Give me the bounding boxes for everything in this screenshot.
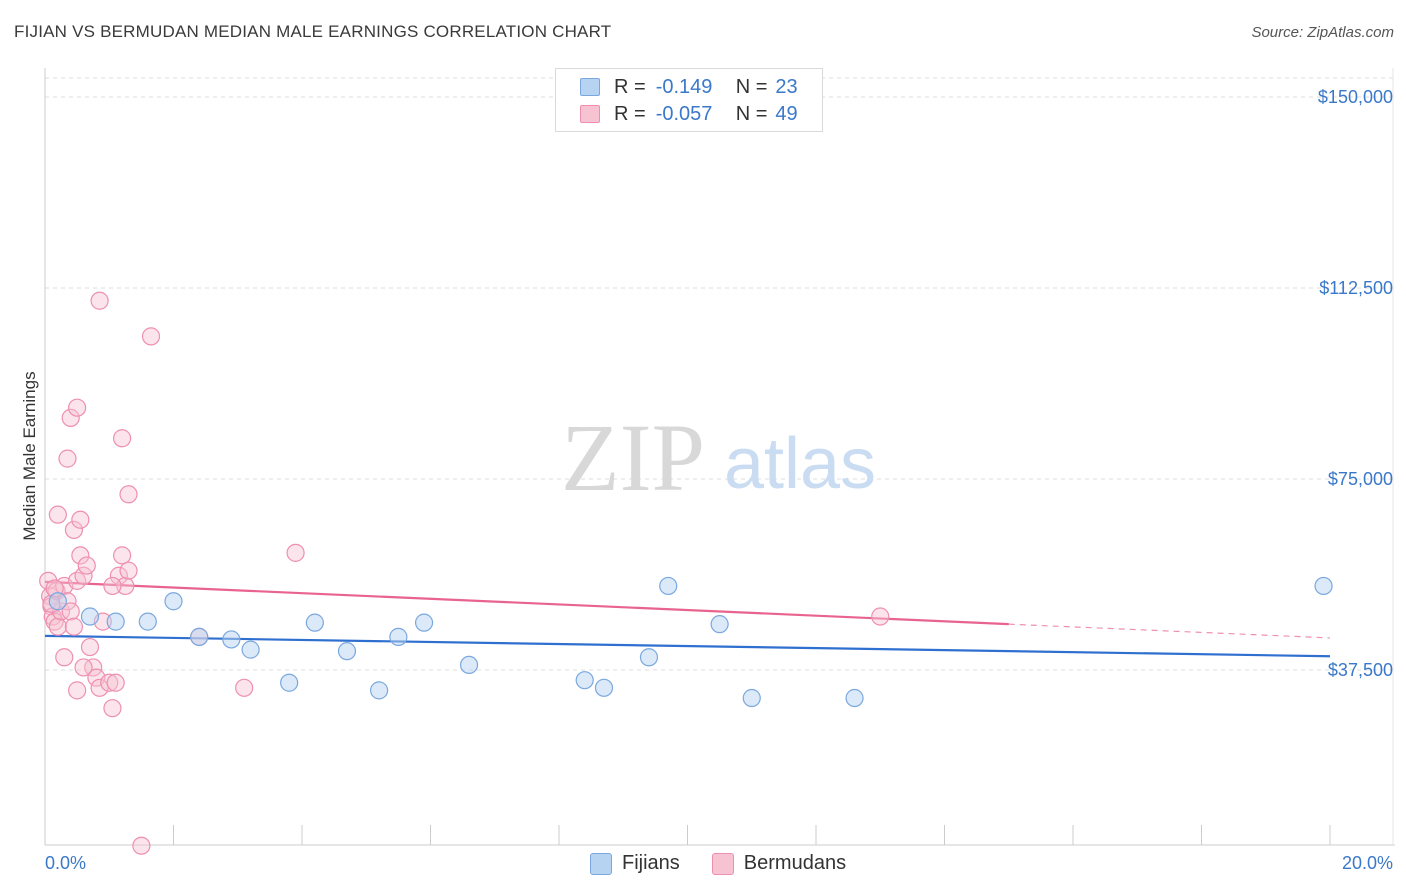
bermudans-point — [90, 291, 109, 310]
n-label: N = — [735, 75, 768, 98]
bermudans-point — [80, 637, 100, 657]
gridlines — [45, 77, 1395, 671]
data-points — [39, 291, 1333, 855]
bermudans-point — [103, 699, 122, 718]
tick-labels: $37,500 $75,000 $112,500 $150,000 0.0% 20.0% — [45, 87, 1393, 873]
n-label: N = — [735, 102, 768, 125]
bermudans-point — [871, 607, 890, 626]
axes — [44, 68, 1395, 846]
bermudans-point — [141, 327, 161, 346]
fijians-swatch — [580, 78, 600, 96]
trend-lines — [44, 580, 1331, 658]
r-value: -0.057 — [655, 102, 713, 125]
r-label: R = — [614, 75, 646, 98]
fijians-point — [414, 613, 434, 632]
bermudans-point — [100, 673, 119, 692]
watermark-zip: ZIP — [561, 404, 705, 511]
bermudans-point — [116, 576, 135, 596]
fijians-point — [575, 671, 594, 690]
bermudans-point — [106, 673, 125, 692]
fijians-point — [742, 688, 761, 708]
fijians-point — [370, 681, 389, 700]
fijians-point — [1314, 576, 1333, 596]
fijians-point — [459, 655, 479, 675]
bermudans-point — [112, 429, 132, 448]
bermudans-point — [84, 658, 103, 677]
fijians-point — [594, 678, 614, 697]
fijians-trend-line — [44, 634, 1331, 658]
watermark: ZIP atlas — [561, 404, 876, 511]
fijians-point — [845, 688, 864, 708]
r-label: R = — [614, 102, 646, 125]
bermudans-point — [109, 566, 128, 585]
bermudans-swatch — [580, 105, 600, 123]
fijians-point — [222, 630, 241, 649]
bermudans-point — [74, 658, 93, 677]
bermudans-point — [71, 510, 90, 529]
legend-item-bermudans: Bermudans — [711, 852, 847, 875]
bermudans-point — [68, 398, 87, 417]
bermudans-point — [286, 543, 305, 562]
bermudans-legend-label: Bermudans — [743, 852, 847, 874]
bermudans-point — [55, 648, 74, 667]
bermudans-point — [112, 546, 132, 565]
series-legend: Fijians Bermudans — [590, 852, 878, 875]
bermudans-point — [64, 617, 84, 636]
chart-title: FIJIAN VS BERMUDAN MEDIAN MALE EARNINGS … — [14, 22, 612, 41]
source-label: Source: ZipAtlas.com — [1251, 24, 1394, 41]
fijians-point — [80, 607, 100, 626]
bermudans-point — [48, 617, 67, 636]
fijians-point — [659, 576, 678, 596]
x-tick-label: 0.0% — [45, 853, 86, 873]
n-value: 23 — [775, 75, 798, 98]
bermudans-point — [132, 836, 151, 855]
bermudans-point — [68, 681, 87, 700]
fijians-point — [305, 613, 324, 632]
fijians-point — [190, 627, 209, 646]
y-tick-label: $75,000 — [1328, 469, 1393, 489]
bermudans-point — [61, 408, 80, 427]
bermudans-trend-extension — [1008, 623, 1331, 639]
y-tick-label: $37,500 — [1328, 660, 1393, 680]
fijians-point — [138, 612, 157, 631]
fijians-point — [710, 615, 729, 634]
fijians-point — [106, 612, 125, 631]
bermudans-point — [48, 505, 67, 524]
bermudans-point — [71, 546, 90, 565]
fijians-point — [639, 648, 659, 667]
n-value: 49 — [775, 102, 798, 125]
fijians-legend-label: Fijians — [622, 852, 680, 874]
bermudans-point — [119, 485, 138, 504]
bermudans-point — [119, 561, 138, 580]
bermudans-point — [58, 449, 77, 468]
fijians-point — [337, 642, 357, 661]
fijians-point — [389, 627, 408, 646]
bermudans-trend-line — [44, 580, 1009, 626]
legend-item-fijians: Fijians — [590, 852, 680, 875]
bermudans-point — [45, 612, 64, 631]
legend: R = -0.149 N = 23 R = -0.057 N = 49 — [555, 68, 823, 132]
bermudans-point — [235, 678, 254, 697]
y-tick-label: $150,000 — [1318, 87, 1393, 107]
bermudans-point — [77, 556, 96, 575]
bermudans-point — [103, 576, 122, 596]
bermudans-point — [61, 602, 80, 621]
bermudans-legend-swatch — [711, 852, 734, 875]
fijians-legend-swatch — [590, 852, 612, 875]
bermudans-point — [64, 520, 84, 540]
legend-row-bermudans: R = -0.057 N = 49 — [580, 101, 798, 127]
fijians-point — [164, 592, 183, 611]
bermudans-point — [90, 678, 109, 697]
fijians-point — [280, 673, 299, 692]
watermark-atlas: atlas — [724, 424, 876, 504]
bermudans-point — [74, 566, 93, 585]
fijians-point — [48, 592, 67, 611]
r-value: -0.149 — [655, 75, 713, 98]
x-tick-label: 20.0% — [1342, 853, 1393, 873]
legend-row-fijians: R = -0.149 N = 23 — [580, 74, 798, 100]
y-tick-label: $112,500 — [1319, 278, 1393, 298]
fijians-point — [241, 640, 260, 659]
